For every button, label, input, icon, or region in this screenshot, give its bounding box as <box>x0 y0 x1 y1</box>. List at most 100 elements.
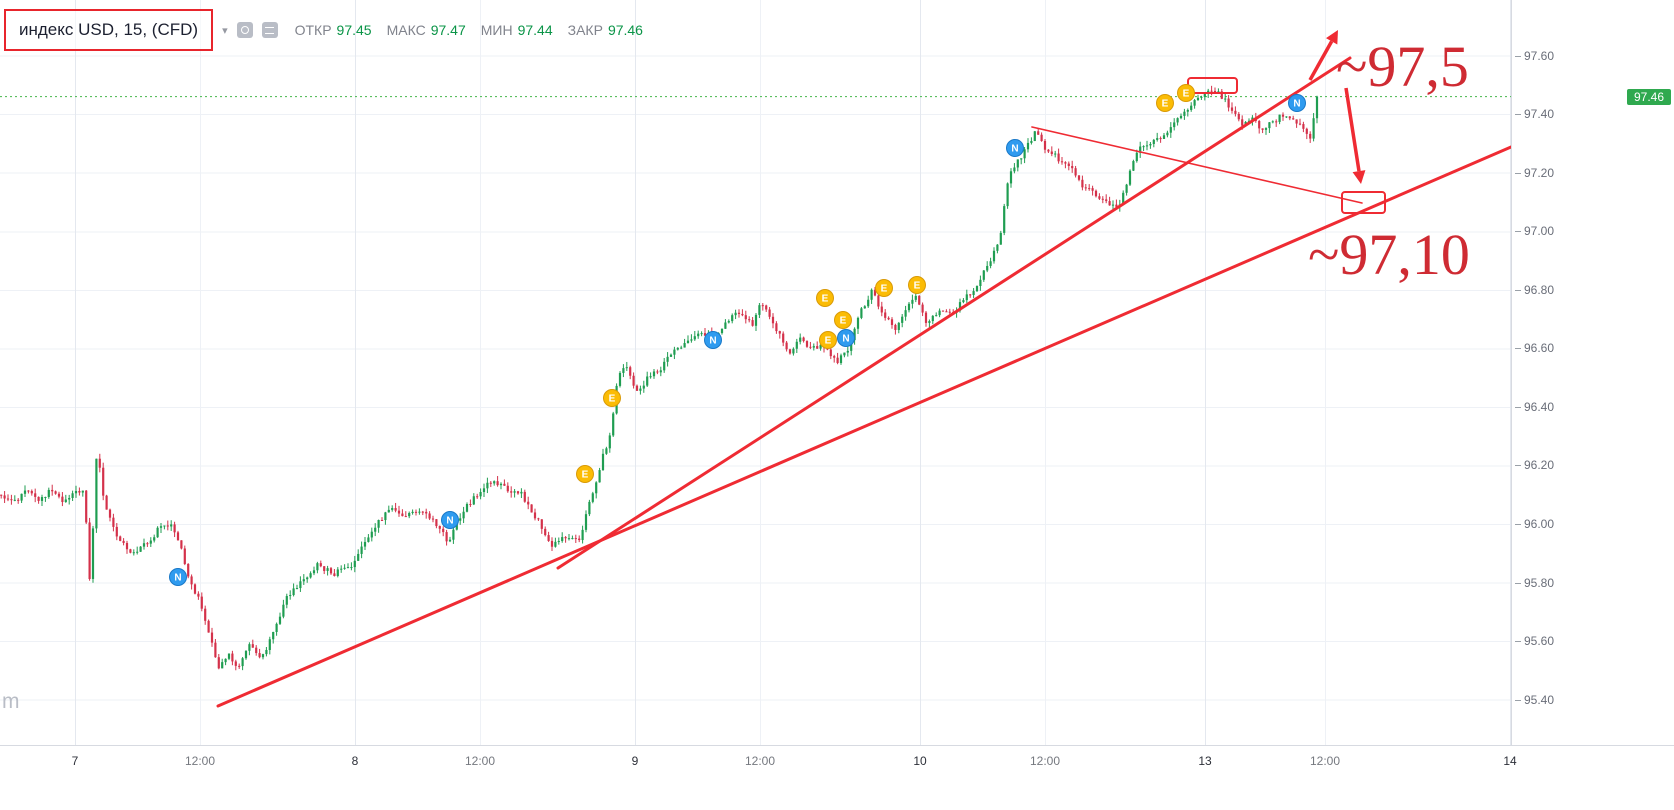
candle-body <box>319 563 322 567</box>
candle-body <box>1169 127 1172 133</box>
candle-body <box>792 348 795 354</box>
time-tick-label: 7 <box>71 754 79 768</box>
candle-body <box>210 632 214 643</box>
trendline[interactable] <box>1031 126 1363 204</box>
candle-body <box>850 340 853 351</box>
candle-body <box>1026 142 1030 150</box>
arrow-shaft[interactable] <box>1344 87 1361 172</box>
candle-body <box>703 333 707 336</box>
candle-body <box>401 513 404 517</box>
trendline[interactable] <box>556 56 1352 570</box>
candle-body <box>357 553 360 561</box>
candle-body <box>1006 183 1009 207</box>
candle-body <box>1101 198 1104 200</box>
event-marker-e[interactable] <box>576 465 594 483</box>
candle-body <box>673 349 676 355</box>
candle-body <box>928 321 931 323</box>
candle-body <box>809 346 812 348</box>
candle-body <box>285 596 288 605</box>
candle-body <box>47 489 50 497</box>
candle-body <box>299 581 302 589</box>
event-marker-n[interactable] <box>837 329 855 347</box>
candle-body <box>435 519 438 527</box>
low-value: 97.44 <box>517 22 553 38</box>
close-label: ЗАКР <box>567 22 603 38</box>
price-tick-label: 96.60 <box>1515 341 1554 355</box>
time-tick-label: 12:00 <box>1309 754 1341 768</box>
price-axis[interactable]: 97.46 97.60 97.40 97.20 97.00 96.80 96.60 96.4… <box>1511 0 1674 745</box>
event-marker-n[interactable] <box>1288 94 1306 112</box>
candle-body <box>727 321 730 323</box>
arrow-head <box>1325 30 1338 45</box>
candle-body <box>1009 171 1013 184</box>
candle-body <box>17 499 20 501</box>
candle-body <box>860 308 863 318</box>
candle-body <box>897 322 900 330</box>
candle-body <box>516 491 520 494</box>
event-marker-e[interactable] <box>908 276 926 294</box>
candle-body <box>428 513 431 519</box>
candle-body <box>476 496 479 498</box>
event-marker-n[interactable] <box>169 568 187 586</box>
event-marker-e[interactable] <box>819 331 837 349</box>
visibility-icon[interactable] <box>236 22 253 38</box>
event-marker-letter: N <box>174 573 181 584</box>
arrow-shaft[interactable] <box>1308 40 1334 81</box>
candle-body <box>394 508 397 511</box>
event-marker-e[interactable] <box>816 289 834 307</box>
candle-body <box>690 339 693 341</box>
candle-body <box>1030 140 1033 143</box>
candle-body <box>1122 192 1125 205</box>
candle-body <box>40 497 44 501</box>
candle-body <box>591 493 594 502</box>
symbol-title[interactable]: индекс USD, 15, (CFD) <box>4 9 214 51</box>
event-marker-letter: N <box>1011 144 1018 155</box>
candle-body <box>571 538 574 540</box>
event-marker-e[interactable] <box>875 279 893 297</box>
candle-body <box>918 295 921 305</box>
candle-body <box>1094 190 1098 197</box>
candle-body <box>1271 121 1274 123</box>
candle-body <box>853 328 856 341</box>
candle-body <box>363 541 367 547</box>
candle-body <box>523 491 526 502</box>
candle-body <box>588 501 591 515</box>
candle-body <box>992 250 996 262</box>
candle-body <box>965 294 968 301</box>
candle-body <box>1224 98 1227 100</box>
event-marker-e[interactable] <box>1177 84 1195 102</box>
candle-body <box>387 509 390 513</box>
ohlc-high: МАКС 97.47 <box>387 22 466 38</box>
target-box[interactable] <box>1341 191 1386 214</box>
candle-body <box>537 518 540 520</box>
symbol-dropdown-caret[interactable]: ▾ <box>222 24 228 37</box>
candle-body <box>693 336 696 340</box>
candle-body <box>958 302 962 311</box>
menu-icon[interactable] <box>261 22 278 38</box>
candle-body <box>669 354 673 357</box>
candle-body <box>13 499 16 501</box>
time-tick-label: 10 <box>913 754 927 768</box>
time-axis[interactable]: 7 12:00 8 12:00 9 12:00 10 12:00 13 12:00 14 <box>0 745 1674 810</box>
event-marker-n[interactable] <box>1006 139 1024 157</box>
event-marker-e[interactable] <box>1156 94 1174 112</box>
candle-body <box>326 568 329 571</box>
candle-body <box>744 315 747 320</box>
candle-body <box>904 310 907 317</box>
candle-body <box>761 305 764 307</box>
candle-body <box>1128 170 1132 185</box>
trendline[interactable] <box>216 145 1511 708</box>
event-marker-letter: E <box>825 336 832 347</box>
event-marker-n[interactable] <box>704 331 722 349</box>
candle-body <box>843 352 846 356</box>
event-marker-letter: E <box>609 394 616 405</box>
candle-body <box>350 567 353 569</box>
event-marker-letter: E <box>1183 89 1190 100</box>
event-marker-e[interactable] <box>834 311 852 329</box>
candle-body <box>839 355 843 364</box>
candle-body <box>176 532 180 541</box>
event-marker-e[interactable] <box>603 389 621 407</box>
event-marker-n[interactable] <box>441 511 459 529</box>
candle-body <box>625 367 628 369</box>
